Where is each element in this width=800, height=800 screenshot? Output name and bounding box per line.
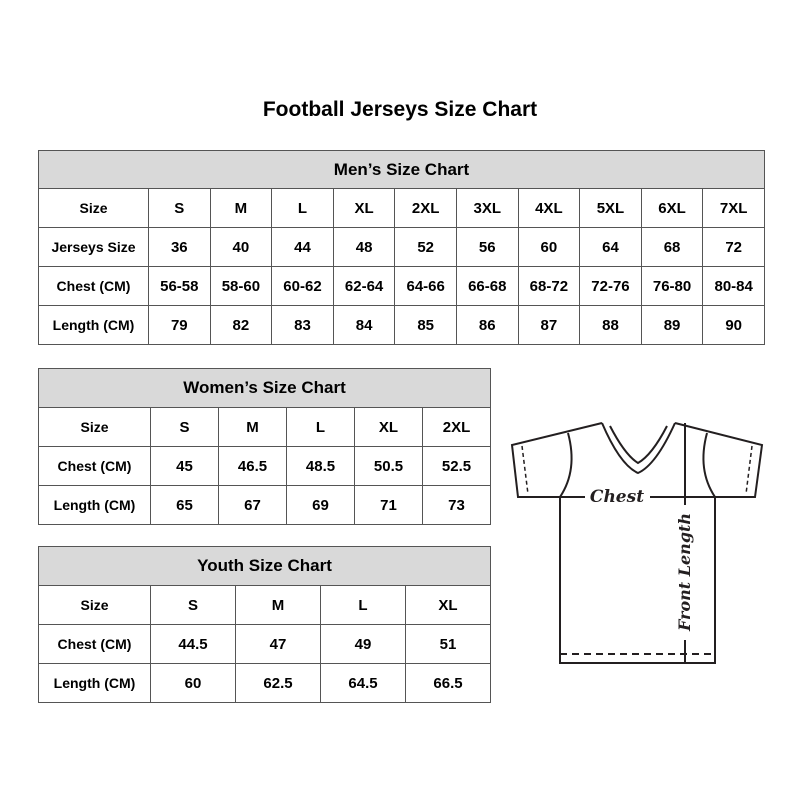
row-label: Chest (CM) <box>38 624 151 664</box>
row-label: Length (CM) <box>38 485 151 525</box>
table-cell: 68-72 <box>517 266 581 306</box>
table-cell: 2XL <box>422 407 491 447</box>
table-cell: 48.5 <box>286 446 355 486</box>
table-cell: 66.5 <box>405 663 491 703</box>
table-cell: 72-76 <box>579 266 642 306</box>
table-row: Chest (CM) 44.5 47 49 51 <box>38 624 491 664</box>
table-cell: 67 <box>218 485 287 525</box>
table-cell: M <box>218 407 287 447</box>
table-cell: 52.5 <box>422 446 491 486</box>
table-cell: 5XL <box>579 188 642 228</box>
table-cell: 87 <box>517 305 581 345</box>
chest-label: Chest <box>590 487 644 507</box>
table-cell: 79 <box>148 305 211 345</box>
table-cell: 45 <box>150 446 219 486</box>
table-cell: 80-84 <box>702 266 765 306</box>
table-cell: 60-62 <box>271 266 334 306</box>
table-row: Chest (CM) 45 46.5 48.5 50.5 52.5 <box>38 446 491 486</box>
table-cell: 62.5 <box>235 663 321 703</box>
womens-table-heading: Women’s Size Chart <box>38 368 491 408</box>
table-cell: 85 <box>394 305 457 345</box>
row-label: Size <box>38 188 149 228</box>
table-cell: 50.5 <box>354 446 423 486</box>
table-row: Length (CM) 65 67 69 71 73 <box>38 485 491 525</box>
table-cell: 84 <box>332 305 396 345</box>
table-cell: 49 <box>320 624 406 664</box>
mens-table-heading: Men’s Size Chart <box>38 150 765 189</box>
row-label: Length (CM) <box>38 305 149 345</box>
table-cell: S <box>150 585 236 625</box>
table-row: Size S M L XL <box>38 585 491 625</box>
youth-table-heading: Youth Size Chart <box>38 546 491 586</box>
front-length-label: Front Length <box>675 513 694 632</box>
table-cell: 44 <box>271 227 334 267</box>
jersey-outline <box>510 422 764 664</box>
row-label: Size <box>38 585 151 625</box>
table-cell: 88 <box>579 305 642 345</box>
table-cell: L <box>320 585 406 625</box>
mens-size-table: Men’s Size Chart Size S M L XL 2XL 3XL 4XL 5XL 6X… <box>38 150 765 345</box>
table-cell: 56-58 <box>148 266 211 306</box>
table-cell: 69 <box>286 485 355 525</box>
table-row: Length (CM) 60 62.5 64.5 66.5 <box>38 663 491 703</box>
page-title: Football Jerseys Size Chart <box>262 98 538 121</box>
table-cell: 60 <box>517 227 581 267</box>
table-cell: 82 <box>209 305 273 345</box>
table-cell: 60 <box>150 663 236 703</box>
table-cell: XL <box>332 188 396 228</box>
table-cell: 36 <box>148 227 211 267</box>
table-row: Size S M L XL 2XL <box>38 407 491 447</box>
table-cell: 66-68 <box>455 266 519 306</box>
table-cell: 64.5 <box>320 663 406 703</box>
youth-size-table: Youth Size Chart Size S M L XL Chest (CM) 44.5… <box>38 546 491 703</box>
table-cell: 76-80 <box>640 266 704 306</box>
table-cell: 90 <box>702 305 765 345</box>
row-label: Size <box>38 407 151 447</box>
table-cell: 62-64 <box>332 266 396 306</box>
table-cell: M <box>235 585 321 625</box>
table-cell: 86 <box>455 305 519 345</box>
table-cell: 65 <box>150 485 219 525</box>
table-cell: 48 <box>332 227 396 267</box>
table-row: Size S M L XL 2XL 3XL 4XL 5XL 6XL 7XL <box>38 188 765 228</box>
table-cell: 71 <box>354 485 423 525</box>
table-row: Length (CM) 79 82 83 84 85 86 87 88 89 90 <box>38 305 765 345</box>
table-cell: 47 <box>235 624 321 664</box>
row-label: Jerseys Size <box>38 227 149 267</box>
womens-size-table: Women’s Size Chart Size S M L XL 2XL Chest (CM… <box>38 368 491 525</box>
table-cell: L <box>286 407 355 447</box>
table-cell: 51 <box>405 624 491 664</box>
table-cell: 44.5 <box>150 624 236 664</box>
row-label: Chest (CM) <box>38 446 151 486</box>
table-row: Jerseys Size 36 40 44 48 52 56 60 64 68 72 <box>38 227 765 267</box>
table-cell: 68 <box>640 227 704 267</box>
table-cell: 40 <box>209 227 273 267</box>
table-cell: 7XL <box>702 188 765 228</box>
table-cell: XL <box>354 407 423 447</box>
table-cell: L <box>271 188 334 228</box>
table-cell: 73 <box>422 485 491 525</box>
table-cell: 6XL <box>640 188 704 228</box>
